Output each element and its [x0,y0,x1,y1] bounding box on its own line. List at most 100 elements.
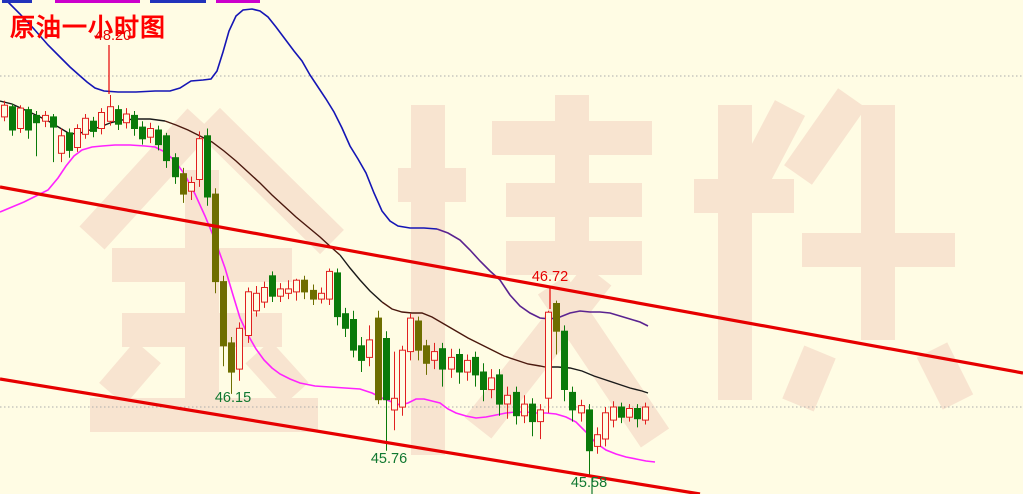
candle [204,128,211,206]
clipped-text-fragment [150,0,206,3]
mid-band-2 [164,120,341,256]
candle [578,399,585,422]
candle [147,122,154,144]
candle [431,342,438,370]
candle [220,275,227,367]
candle [366,325,373,367]
candle [391,351,398,431]
price-annotation-high: 48.20 [94,28,132,44]
mid-band-4 [381,301,546,368]
candle [586,404,593,477]
candle [245,287,252,343]
candle [98,108,105,135]
candle [293,278,300,301]
candle [504,386,511,419]
candle [236,322,243,381]
mid-band-5 [545,366,649,394]
candle [529,398,536,437]
candle [553,300,560,355]
candle [342,307,349,337]
candle [358,337,365,372]
candle [9,103,16,136]
candle [407,313,414,361]
candle [375,310,382,405]
price-annotation-rebound-high: 46.72 [531,269,569,285]
candle [107,95,114,126]
candle [423,339,430,375]
candle [269,271,276,302]
candle [180,167,187,203]
candle [212,188,219,294]
candle [545,310,552,413]
candle [642,402,649,425]
candle [496,369,503,416]
candle [626,404,633,422]
candle [261,281,268,308]
candle [334,268,341,326]
candle [139,121,146,145]
clipped-indicator-strip [0,0,1023,6]
candle [228,337,235,394]
candle [634,404,641,428]
candle [439,342,446,387]
candle [618,402,625,424]
candle [163,132,170,168]
candle [131,111,138,136]
channel-upper [0,185,1023,375]
candle [50,114,57,163]
clipped-text-fragment [55,0,140,3]
candle [464,354,471,381]
candle [58,128,65,163]
candle [602,407,609,447]
candle [561,325,568,402]
candle [488,369,495,399]
candle [399,345,406,416]
candle [74,124,81,152]
candle [350,310,357,358]
page-title: 原油一小时图 [10,14,167,42]
candle [66,128,73,158]
candle [448,348,455,378]
candle [456,348,463,384]
candle [25,106,32,139]
price-annotation-swing-low-2: 45.76 [370,451,408,467]
candle [513,386,520,425]
candle [537,404,544,440]
candle [480,363,487,402]
channel-lower [0,377,701,494]
candle [82,114,89,139]
candle [277,283,284,302]
price-annotation-swing-low-1: 46.15 [214,390,252,406]
candle [569,386,576,422]
candle [33,111,40,157]
candle [610,401,617,428]
candle [1,100,8,122]
candle [301,275,308,300]
candle [42,111,49,128]
candle [383,331,390,451]
clipped-text-fragment [216,0,260,3]
candle [318,287,325,304]
candle [310,284,317,305]
candle [326,268,333,305]
candle [188,176,195,200]
candle [90,116,97,138]
price-annotation-low: 45.58 [570,475,608,491]
clipped-text-fragment [2,0,32,3]
candle [123,108,130,129]
candle [415,316,422,361]
candle [521,395,528,424]
candle [196,131,203,187]
mid-band-3 [339,254,383,303]
candle [253,286,260,317]
candle [594,427,601,454]
candle [155,125,162,151]
candle [285,280,292,300]
candle [115,105,122,130]
candle [472,351,479,387]
lower-band-magenta [0,144,656,463]
candle [172,153,179,184]
